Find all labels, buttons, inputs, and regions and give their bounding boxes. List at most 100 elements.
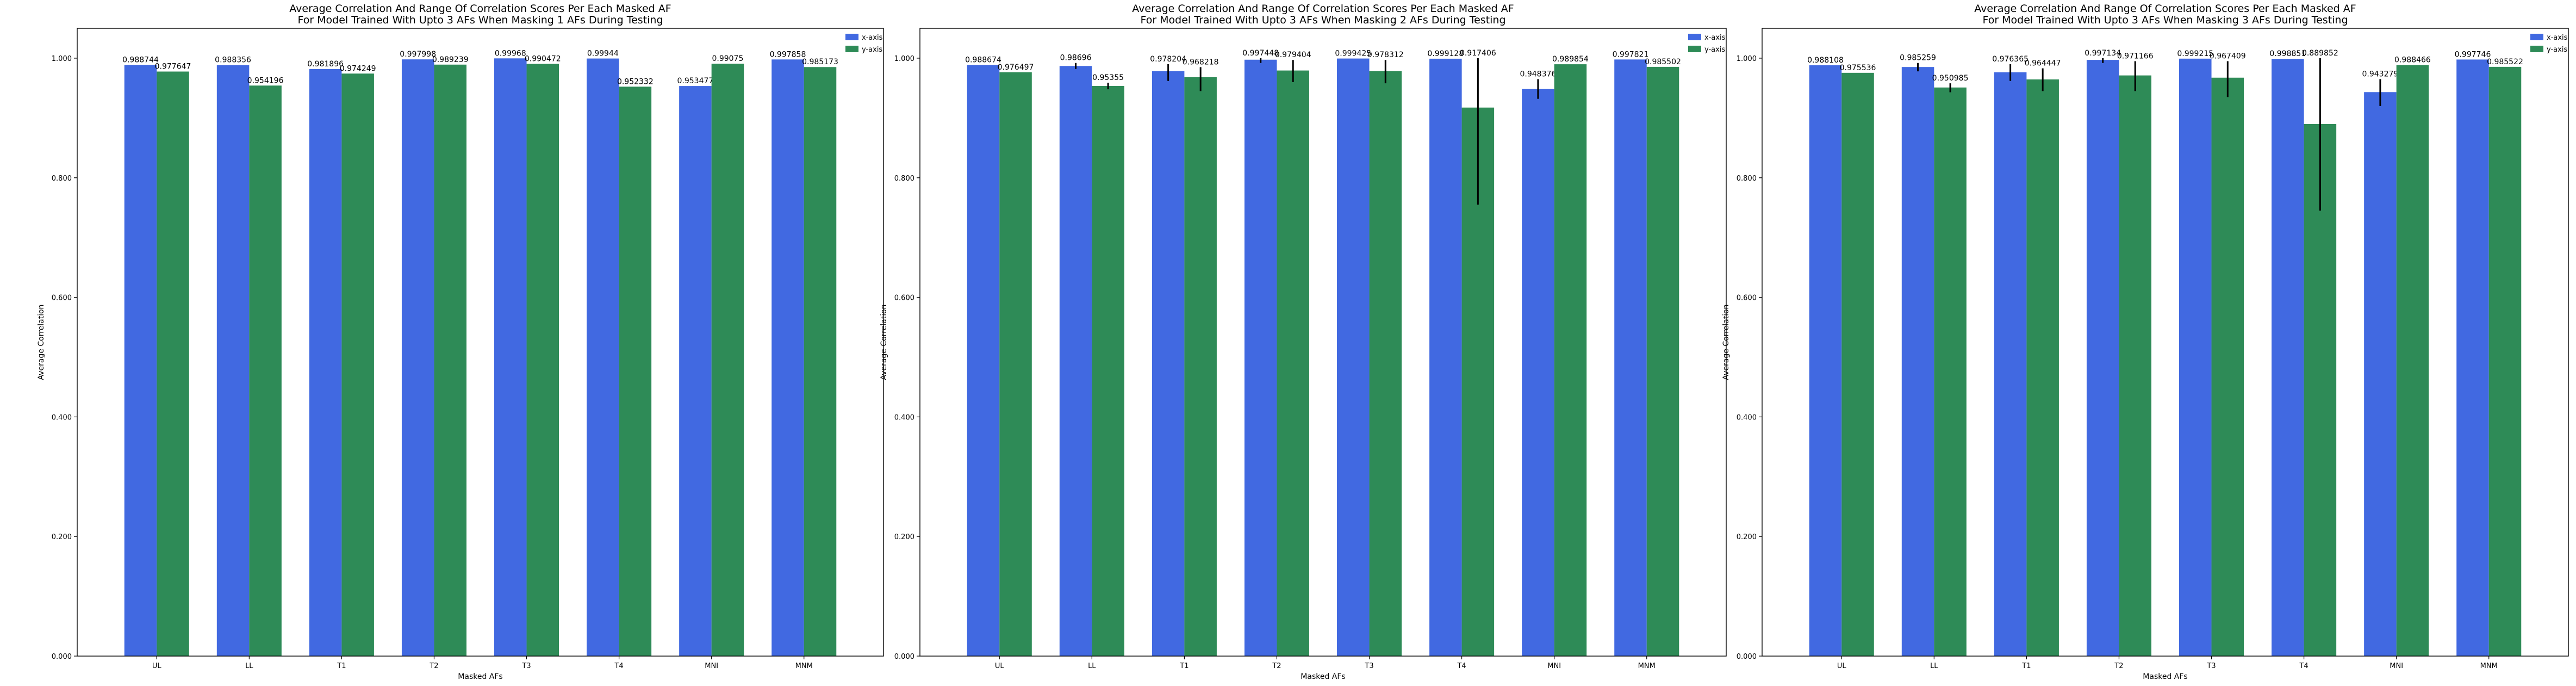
y-tick-label: 0.400 bbox=[894, 413, 914, 422]
data-label-y-axis-UL: 0.977647 bbox=[155, 63, 191, 71]
data-label-x-axis-UL: 0.988108 bbox=[1807, 56, 1844, 65]
data-label-y-axis-T3: 0.967409 bbox=[2210, 52, 2246, 60]
legend-swatch-x-axis bbox=[845, 34, 858, 40]
y-tick-label: 1.000 bbox=[1737, 55, 1757, 63]
y-tick-label: 0.200 bbox=[894, 533, 914, 541]
x-tick-label-UL: UL bbox=[995, 662, 1005, 670]
data-label-y-axis-MNI: 0.989854 bbox=[1552, 55, 1589, 64]
legend-swatch-y-axis bbox=[2530, 46, 2543, 52]
x-tick-label-T2: T2 bbox=[1272, 662, 1281, 670]
y-tick-label: 1.000 bbox=[52, 55, 72, 63]
data-label-x-axis-T4: 0.998851 bbox=[2269, 50, 2306, 58]
y-tick-label: 0.600 bbox=[52, 294, 72, 302]
x-tick-label-T3: T3 bbox=[1364, 662, 1373, 670]
data-label-y-axis-T4: 0.917406 bbox=[1460, 49, 1496, 58]
bar-x-axis-MNM bbox=[771, 59, 804, 657]
x-tick-label-MNM: MNM bbox=[795, 662, 813, 670]
data-label-x-axis-LL: 0.985259 bbox=[1900, 54, 1936, 63]
x-tick-label-MNI: MNI bbox=[705, 662, 718, 670]
legend-label-y-axis: y-axis bbox=[862, 46, 882, 54]
chart-panel-1: Average Correlation And Range Of Correla… bbox=[37, 3, 884, 681]
plot-frame bbox=[77, 28, 884, 657]
bar-x-axis-LL bbox=[1901, 67, 1934, 656]
bar-x-axis-T4 bbox=[2272, 59, 2304, 656]
bar-y-axis-MNM bbox=[1646, 66, 1679, 657]
y-tick-label: 1.000 bbox=[894, 55, 914, 63]
data-label-y-axis-LL: 0.954196 bbox=[247, 76, 284, 85]
bar-y-axis-UL bbox=[157, 71, 189, 656]
legend: x-axis y-axis bbox=[1688, 34, 1726, 54]
y-tick-label: 0.800 bbox=[52, 175, 72, 183]
data-label-y-axis-UL: 0.975536 bbox=[1840, 64, 1876, 72]
chart-title: Average Correlation And Range Of Correla… bbox=[1132, 3, 1514, 26]
x-tick-label-MNI: MNI bbox=[1547, 662, 1561, 670]
legend-label-x-axis: x-axis bbox=[2547, 34, 2568, 42]
x-tick-label-MNI: MNI bbox=[2390, 662, 2403, 670]
data-label-x-axis-MNI: 0.943279 bbox=[2362, 70, 2399, 78]
data-label-x-axis-MNM: 0.997821 bbox=[1613, 50, 1649, 59]
data-label-y-axis-T1: 0.968218 bbox=[1183, 58, 1219, 66]
data-label-y-axis-T2: 0.989239 bbox=[432, 55, 469, 64]
data-label-x-axis-LL: 0.98696 bbox=[1060, 54, 1092, 63]
x-tick-label-T3: T3 bbox=[521, 662, 531, 670]
bar-x-axis-UL bbox=[1809, 65, 1842, 657]
data-label-y-axis-LL: 0.950985 bbox=[1932, 74, 1969, 83]
data-label-x-axis-T2: 0.997134 bbox=[2085, 49, 2121, 58]
x-axis-label: Masked AFs bbox=[1301, 672, 1345, 681]
data-label-y-axis-MNM: 0.985173 bbox=[802, 58, 838, 66]
x-tick-label-T1: T1 bbox=[337, 662, 346, 670]
bar-x-axis-T3 bbox=[1337, 58, 1370, 656]
data-label-y-axis-MNI: 0.988466 bbox=[2394, 56, 2431, 65]
bar-y-axis-MNI bbox=[2396, 65, 2429, 657]
data-label-y-axis-MNM: 0.985522 bbox=[2487, 58, 2523, 66]
bar-y-axis-T3 bbox=[1369, 71, 1402, 656]
y-axis-label: Average Correlation bbox=[1722, 304, 1731, 380]
data-label-x-axis-T1: 0.981896 bbox=[307, 60, 344, 69]
bar-x-axis-UL bbox=[124, 65, 157, 657]
y-tick-label: 0.200 bbox=[52, 533, 72, 541]
data-label-y-axis-T3: 0.978312 bbox=[1367, 51, 1404, 59]
chart-panel-3: Average Correlation And Range Of Correla… bbox=[1722, 3, 2569, 681]
bar-y-axis-T1 bbox=[2026, 79, 2059, 656]
bar-y-axis-T4 bbox=[619, 86, 652, 656]
bar-y-axis-MNM bbox=[2488, 66, 2522, 657]
x-tick-label-T4: T4 bbox=[614, 662, 623, 670]
data-label-y-axis-T4: 0.889852 bbox=[2302, 49, 2338, 58]
plot-frame bbox=[1762, 28, 2569, 657]
x-tick-label-LL: LL bbox=[1930, 662, 1938, 670]
x-tick-label-MNM: MNM bbox=[2480, 662, 2498, 670]
legend-label-x-axis: x-axis bbox=[1704, 34, 1726, 42]
data-label-x-axis-T2: 0.997998 bbox=[400, 50, 436, 59]
y-tick-label: 0.600 bbox=[894, 294, 914, 302]
data-label-x-axis-MNI: 0.953477 bbox=[677, 77, 714, 85]
data-label-x-axis-T2: 0.997448 bbox=[1242, 49, 1279, 58]
x-tick-label-T4: T4 bbox=[1457, 662, 1466, 670]
bar-x-axis-T1 bbox=[1152, 71, 1185, 656]
bar-y-axis-T3 bbox=[526, 64, 559, 657]
y-tick-label: 0.000 bbox=[894, 653, 914, 661]
data-label-y-axis-T1: 0.964447 bbox=[2025, 59, 2061, 68]
legend-swatch-y-axis bbox=[845, 46, 858, 52]
legend-label-y-axis: y-axis bbox=[2547, 46, 2567, 54]
x-tick-label-T4: T4 bbox=[2299, 662, 2308, 670]
chart-title: Average Correlation And Range Of Correla… bbox=[1974, 3, 2356, 26]
plot-frame bbox=[919, 28, 1727, 657]
data-label-x-axis-MNM: 0.997858 bbox=[770, 50, 806, 59]
bar-x-axis-LL bbox=[216, 65, 250, 656]
bar-y-axis-MNI bbox=[711, 64, 744, 657]
data-label-y-axis-MNM: 0.985502 bbox=[1645, 58, 1681, 66]
data-label-x-axis-UL: 0.988674 bbox=[965, 55, 1001, 64]
y-tick-label: 0.000 bbox=[1737, 653, 1757, 661]
data-label-y-axis-T3: 0.990472 bbox=[525, 54, 561, 63]
bar-x-axis-UL bbox=[967, 65, 1000, 657]
x-tick-label-LL: LL bbox=[1088, 662, 1096, 670]
legend-swatch-y-axis bbox=[1688, 46, 1701, 52]
y-tick-label: 0.000 bbox=[52, 653, 72, 661]
data-label-y-axis-T2: 0.971166 bbox=[2117, 52, 2154, 60]
bar-x-axis-T4 bbox=[1429, 58, 1462, 656]
data-label-y-axis-LL: 0.95355 bbox=[1092, 73, 1124, 82]
x-tick-label-T2: T2 bbox=[2114, 662, 2123, 670]
bar-x-axis-T2 bbox=[1244, 59, 1277, 656]
x-tick-label-MNM: MNM bbox=[1638, 662, 1656, 670]
bar-x-axis-MNM bbox=[2456, 59, 2489, 656]
